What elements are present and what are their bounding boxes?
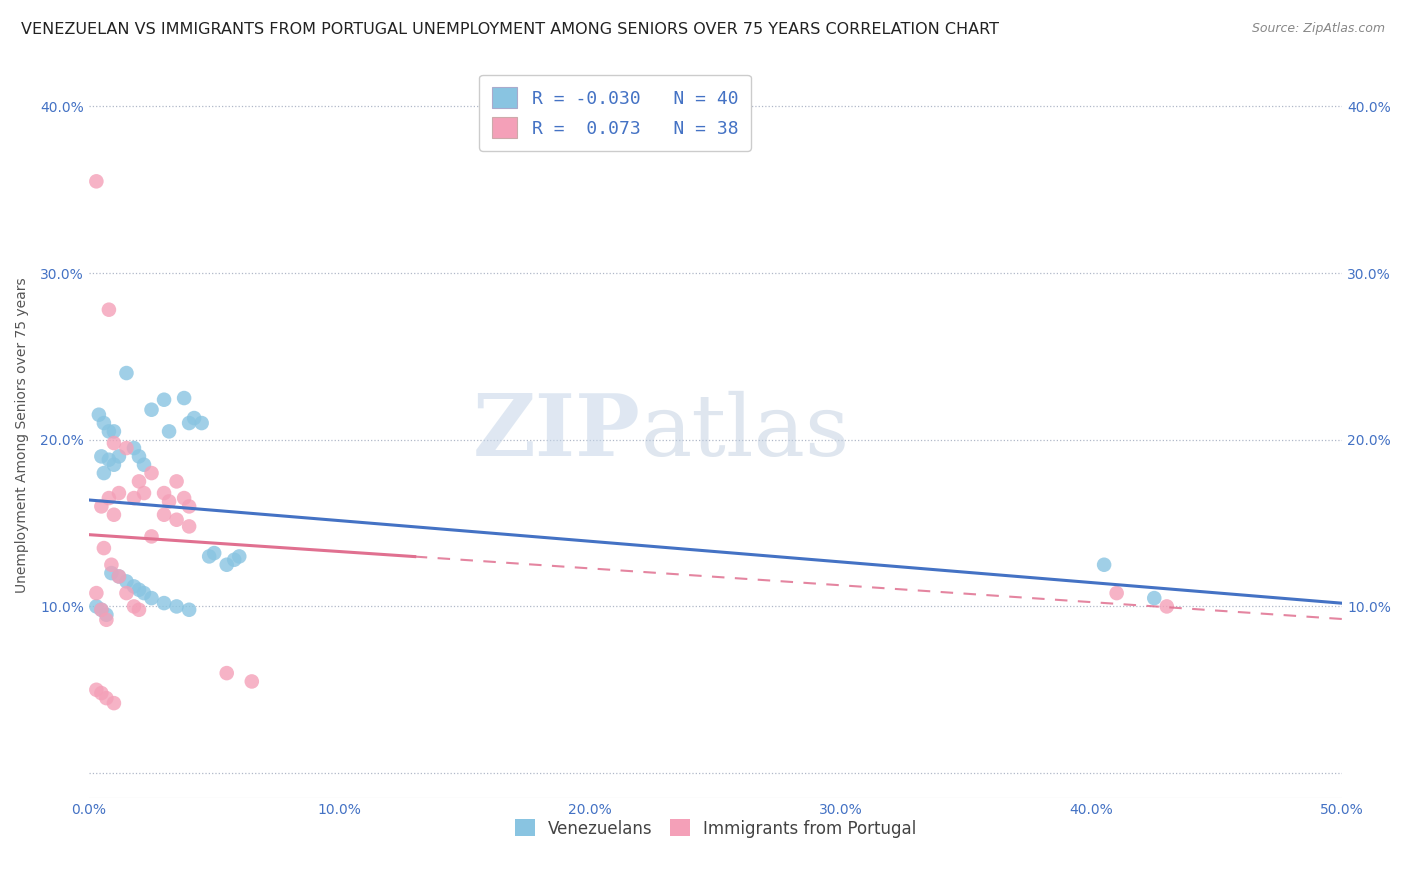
Point [90, 603, 112, 617]
Point [87, 408, 110, 422]
Point [153, 486, 176, 500]
Point [157, 425, 180, 439]
Point [179, 416, 201, 430]
Point [93, 466, 115, 480]
Point [103, 425, 125, 439]
Point [115, 366, 138, 380]
Point [198, 549, 221, 564]
Point [173, 391, 195, 405]
Point [108, 569, 131, 583]
Point [122, 599, 145, 614]
Point [100, 558, 122, 572]
Point [108, 569, 131, 583]
Point [96, 691, 118, 706]
Point [122, 441, 145, 455]
Point [90, 603, 112, 617]
Text: ZIP: ZIP [472, 390, 640, 474]
Point [190, 416, 212, 430]
Point [132, 458, 155, 472]
Point [96, 613, 118, 627]
Point [202, 546, 225, 560]
Point [215, 666, 238, 681]
Point [141, 529, 163, 543]
Point [141, 402, 163, 417]
Y-axis label: Unemployment Among Seniors over 75 years: Unemployment Among Seniors over 75 years [15, 277, 30, 593]
Point [153, 596, 176, 610]
Point [173, 491, 195, 505]
Point [132, 586, 155, 600]
Point [228, 549, 250, 564]
Point [153, 508, 176, 522]
Point [141, 466, 163, 480]
Point [96, 607, 118, 622]
Point [90, 450, 112, 464]
Point [97, 302, 120, 317]
Point [97, 425, 120, 439]
Point [103, 436, 125, 450]
Point [132, 486, 155, 500]
Point [141, 591, 163, 606]
Point [93, 541, 115, 555]
Point [115, 574, 138, 589]
Point [166, 475, 188, 489]
Point [224, 553, 246, 567]
Point [97, 491, 120, 505]
Point [86, 174, 108, 188]
Point [179, 500, 201, 514]
Point [97, 452, 120, 467]
Point [115, 586, 138, 600]
Point [128, 450, 150, 464]
Point [1092, 558, 1115, 572]
Point [122, 491, 145, 505]
Point [128, 582, 150, 597]
Point [183, 411, 205, 425]
Point [179, 603, 201, 617]
Point [128, 475, 150, 489]
Point [122, 579, 145, 593]
Point [166, 599, 188, 614]
Point [157, 494, 180, 508]
Point [90, 686, 112, 700]
Point [1156, 599, 1178, 614]
Point [103, 508, 125, 522]
Point [1105, 586, 1128, 600]
Point [153, 392, 176, 407]
Point [86, 586, 108, 600]
Point [115, 441, 138, 455]
Point [215, 558, 238, 572]
Text: Source: ZipAtlas.com: Source: ZipAtlas.com [1251, 22, 1385, 36]
Point [93, 416, 115, 430]
Point [103, 696, 125, 710]
Point [100, 566, 122, 580]
Point [108, 486, 131, 500]
Point [108, 450, 131, 464]
Legend: Venezuelans, Immigrants from Portugal: Venezuelans, Immigrants from Portugal [509, 813, 922, 844]
Point [166, 513, 188, 527]
Point [179, 519, 201, 533]
Point [86, 599, 108, 614]
Point [103, 458, 125, 472]
Text: VENEZUELAN VS IMMIGRANTS FROM PORTUGAL UNEMPLOYMENT AMONG SENIORS OVER 75 YEARS : VENEZUELAN VS IMMIGRANTS FROM PORTUGAL U… [21, 22, 1000, 37]
Point [90, 500, 112, 514]
Point [1143, 591, 1166, 606]
Text: atlas: atlas [640, 391, 849, 474]
Point [128, 603, 150, 617]
Point [240, 674, 263, 689]
Point [86, 682, 108, 697]
